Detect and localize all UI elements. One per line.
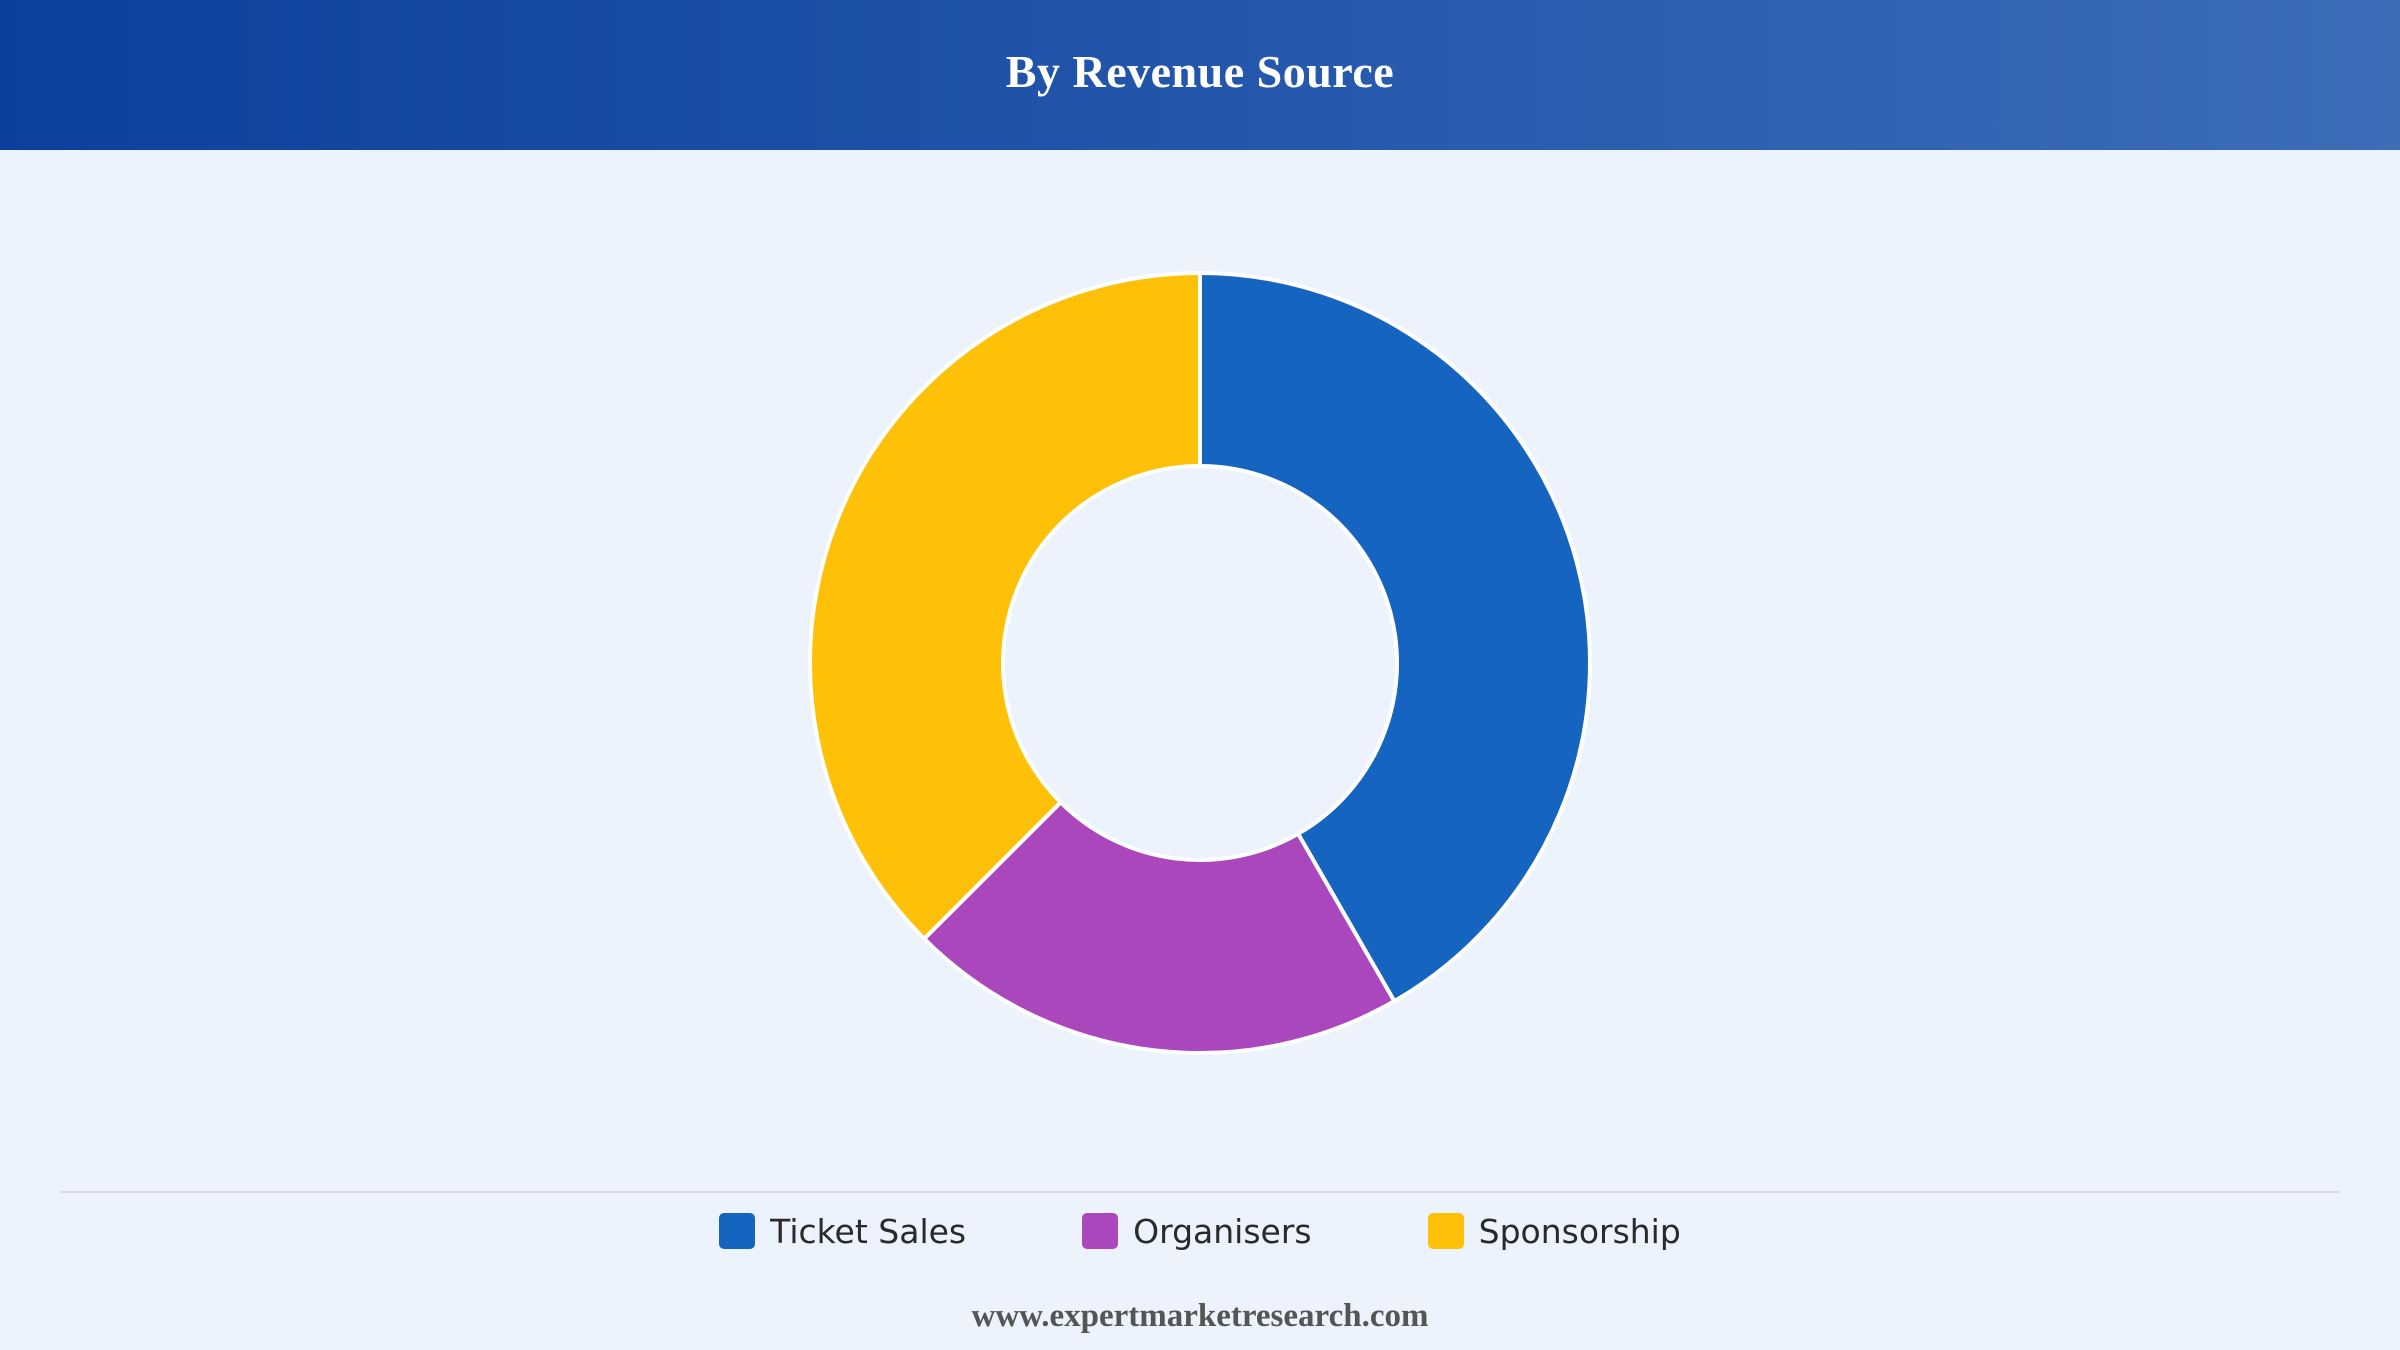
legend-label: Ticket Sales: [770, 1211, 967, 1251]
legend-item-organisers[interactable]: Organisers: [1082, 1211, 1312, 1251]
slice-ticket-sales[interactable]: [1198, 271, 1592, 1004]
legend-item-sponsorship[interactable]: Sponsorship: [1427, 1211, 1681, 1251]
chart-title: By Revenue Source: [1005, 45, 1395, 97]
source-watermark: www.expertmarketresearch.com: [971, 1298, 1429, 1334]
legend-item-ticket-sales[interactable]: Ticket Sales: [719, 1212, 966, 1251]
slice-sponsorship[interactable]: [808, 271, 1202, 941]
legend-swatch: [719, 1213, 756, 1249]
chart-legend: Ticket Sales Organisers Sponsorship: [0, 1208, 2400, 1254]
legend-divider: [60, 1191, 2340, 1193]
header-banner: By Revenue Source: [0, 0, 2400, 150]
donut-chart: [808, 271, 1592, 1055]
legend-swatch: [1427, 1213, 1464, 1249]
legend-label: Sponsorship: [1478, 1211, 1681, 1251]
donut-slices: [808, 271, 1592, 1055]
legend-label: Organisers: [1133, 1211, 1312, 1251]
legend-swatch: [1082, 1213, 1119, 1249]
slice-organisers[interactable]: [922, 800, 1397, 1055]
